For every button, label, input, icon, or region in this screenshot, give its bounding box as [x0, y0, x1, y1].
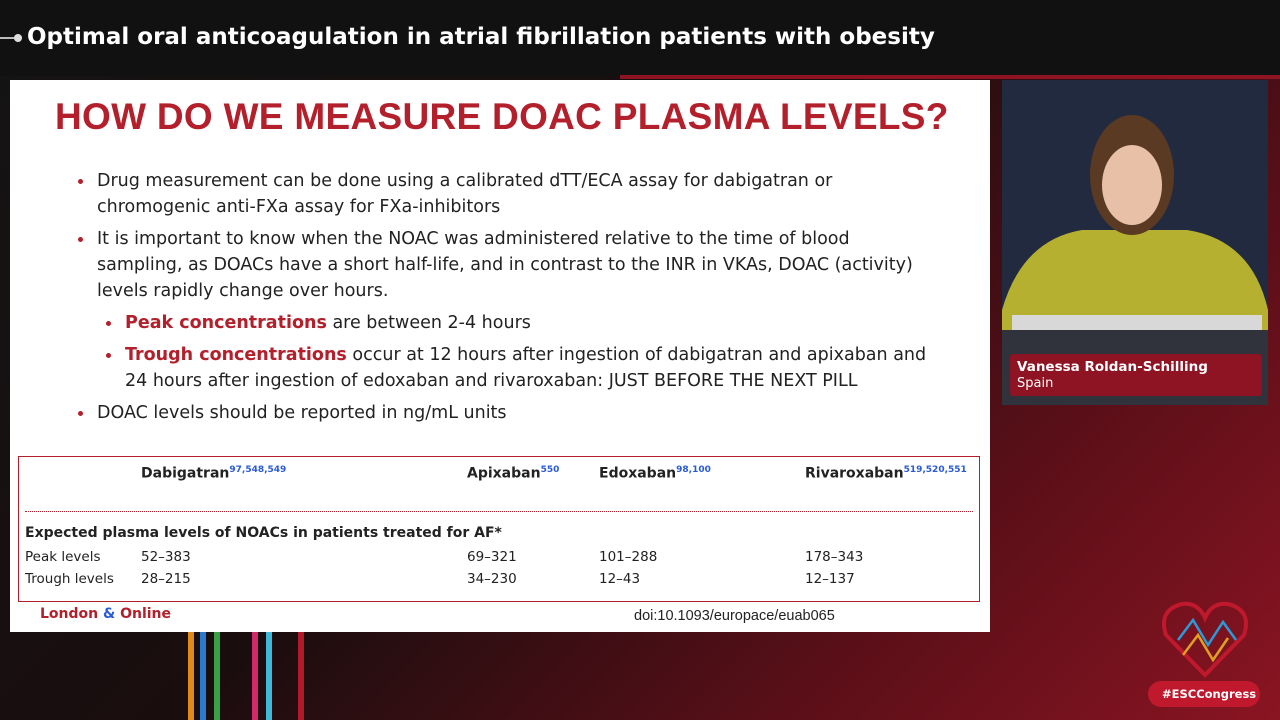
lines — [1182, 632, 1230, 663]
row-label: Peak levels — [25, 549, 101, 565]
drug: Rivaroxaban — [805, 465, 904, 482]
table-caption: Expected plasma levels of NOACs in patie… — [25, 525, 502, 541]
speaker-country: Spain — [1017, 376, 1054, 391]
decor-stripe — [252, 630, 258, 720]
session-title: Optimal oral anticoagulation in atrial f… — [27, 24, 935, 50]
lines — [1177, 617, 1238, 648]
refs: 550 — [540, 465, 560, 475]
speaker-name: Vanessa Roldan-Schilling — [1017, 359, 1208, 375]
column-header: Dabigatran97,548,549 — [141, 465, 286, 482]
location: Online — [120, 606, 172, 622]
hashtag: #ESCCongress — [1162, 687, 1257, 701]
bullet: DOAC levels should be reported in ng/mL … — [78, 400, 938, 426]
location: London — [40, 606, 99, 622]
top-bar — [0, 0, 1280, 76]
drug: Dabigatran — [141, 465, 230, 482]
highlight: Trough concentrations — [125, 345, 347, 365]
table-cell: 101–288 — [599, 549, 658, 565]
sub-bullet: Peak concentrations are between 2-4 hour… — [106, 310, 938, 336]
table-cell: 52–383 — [141, 549, 191, 565]
hashtag-pill — [1148, 681, 1260, 707]
decor-stripe — [200, 630, 206, 720]
table-cell: 12–137 — [805, 571, 855, 587]
refs: 97,548,549 — [229, 465, 287, 475]
accent-line — [620, 75, 1280, 79]
refs: 519,520,551 — [903, 465, 967, 475]
bullet: Drug measurement can be done using a cal… — [78, 168, 938, 220]
table-cell: 34–230 — [467, 571, 517, 587]
slide-title: HOW DO WE MEASURE DOAC PLASMA LEVELS? — [55, 96, 949, 137]
bullet-text: are between 2-4 hours — [332, 313, 531, 333]
bullet-text: occur at 12 hours after ingestion of dab… — [125, 345, 927, 391]
decor-dot — [14, 34, 22, 42]
decor-stripe — [298, 630, 304, 720]
levels-table: Dabigatran97,548,549 Apixaban550 Edoxaba… — [18, 456, 980, 602]
sub-bullet: Trough concentrations occur at 12 hours … — [106, 342, 938, 394]
decor-stripe — [266, 630, 272, 720]
table-cell: 12–43 — [599, 571, 641, 587]
event-location: London & Online — [40, 606, 171, 622]
table-cell: 28–215 — [141, 571, 191, 587]
row-label: Trough levels — [25, 571, 114, 587]
decor-stripe — [188, 630, 194, 720]
esc-logo — [1162, 601, 1248, 678]
column-header: Apixaban550 — [467, 465, 559, 482]
heart — [1162, 601, 1248, 678]
location: & — [103, 606, 116, 622]
name-plate — [1010, 354, 1262, 396]
face — [1102, 145, 1162, 225]
drug: Apixaban — [467, 465, 541, 482]
decor-stripe — [214, 630, 220, 720]
column-header: Rivaroxaban519,520,551 — [805, 465, 967, 482]
bullet: It is important to know when the NOAC wa… — [78, 226, 938, 304]
decor-line — [0, 37, 22, 39]
column-header: Edoxaban98,100 — [599, 465, 711, 482]
table-cell: 69–321 — [467, 549, 517, 565]
divider — [25, 511, 973, 512]
doi: doi:10.1093/europace/euab065 — [634, 608, 835, 624]
table-cell: 178–343 — [805, 549, 864, 565]
lectern — [1012, 315, 1262, 333]
highlight: Peak concentrations — [125, 313, 327, 333]
drug: Edoxaban — [599, 465, 677, 482]
slide: HOW DO WE MEASURE DOAC PLASMA LEVELS? Dr… — [10, 80, 990, 632]
refs: 98,100 — [676, 465, 711, 475]
bullet-list: Drug measurement can be done using a cal… — [78, 168, 938, 432]
